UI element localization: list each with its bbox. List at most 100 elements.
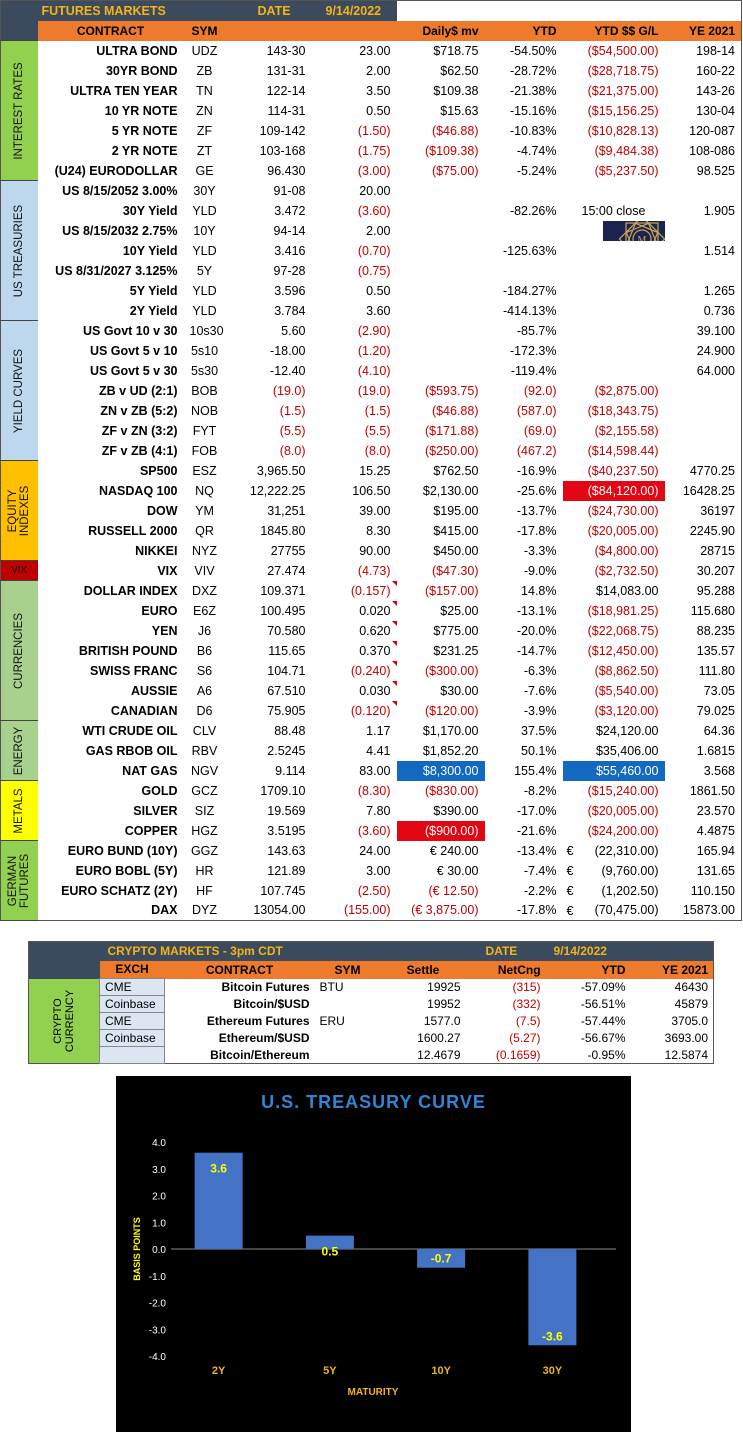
cell-chg: (1.20) [357, 343, 391, 358]
cell-ye [665, 401, 742, 421]
cell-ytdgl: (1,202.50) € [566, 883, 659, 898]
section-label: ENERGY [13, 726, 26, 775]
cell-name: 30YR BOND [105, 63, 178, 78]
cell-sym: 5Y [196, 263, 213, 278]
cell-sym: GGZ [190, 843, 219, 858]
header-ye: YE 2021 [664, 20, 742, 41]
cell-ye: 131.65 [696, 863, 735, 878]
futures-row: ENERGY WTI CRUDE OIL CLV 88.48 1.17 $1,170.00… [0, 720, 742, 781]
cell-ytdgl [563, 341, 665, 361]
cell-daily: $450.00 [433, 543, 479, 558]
cell-ye: 39.100 [696, 323, 735, 338]
crypto-cell-settle: 19952 [427, 997, 461, 1011]
cell-sym: YLD [192, 283, 217, 298]
cell-ytd: 50.1% [521, 743, 557, 758]
cell-daily [397, 221, 485, 241]
cell-ye: 4.4875 [696, 823, 735, 838]
cell-ye: 16428.25 [682, 483, 735, 498]
euro-sign: € [566, 903, 574, 918]
futures-row: US Govt 5 v 30 5s30 -12.40 (4.10) -119.4% 64.… [1, 361, 742, 381]
cell-ytd: (92.0) [523, 383, 557, 398]
cell-chg: 0.030 [312, 680, 397, 701]
cell-ytdgl: ($20,005.00) [587, 523, 659, 538]
cell-ye: 115.680 [690, 603, 735, 618]
futures-row: 5Y Yield YLD 3.596 0.50 -184.27% 1.265 [1, 281, 742, 301]
crypto-date: 9/14/2022 [545, 941, 714, 961]
crypto-cell-contract: Ethereum Futures [206, 1014, 310, 1028]
section-label: YIELD CURVES [13, 348, 26, 433]
cell-ytd: -7.6% [523, 683, 557, 698]
euro-sign: € [566, 843, 574, 858]
cell-chg: (4.73) [357, 563, 391, 578]
cell-ytdgl: ($10,828.13) [587, 123, 659, 138]
crypto-cell-sym: BTU [319, 980, 344, 994]
crypto-header-settle: Settle [380, 960, 466, 979]
cell-price: 9.114 [275, 763, 306, 778]
cell-daily: $1,852.20 [422, 743, 479, 758]
cell-price: (1.5) [279, 403, 306, 418]
crypto-cell-sym [315, 1047, 381, 1064]
cell-ye: 23.570 [696, 803, 735, 818]
header-ytd: YTD [484, 20, 563, 41]
cell-chg: (19.0) [357, 383, 391, 398]
cell-ytd: -4.74% [516, 143, 557, 158]
cell-chg: 106.50 [352, 483, 391, 498]
cell-chg: (1.5) [364, 403, 391, 418]
cell-sym: SIZ [194, 803, 215, 818]
section-ir: INTEREST RATES [0, 40, 38, 181]
cell-price: 70.580 [267, 623, 306, 638]
crypto-table: CRYPTO MARKETS - 3pm CDT DATE 9/14/2022 … [28, 941, 715, 1064]
cell-daily [397, 321, 485, 341]
cell-ye: 160-22 [696, 63, 735, 78]
cell-ytd: -3.3% [523, 543, 557, 558]
cell-price: 97-28 [273, 263, 306, 278]
crypto-cell-exch: CME [99, 1012, 165, 1030]
cell-ytdgl: ($15,240.00) [587, 783, 659, 798]
cell-name: US Govt 10 v 30 [83, 323, 178, 338]
crypto-cell-ytd: -57.09% [580, 980, 626, 994]
cell-daily [397, 341, 485, 361]
cell-chg: (0.240) [312, 660, 397, 681]
cell-price: 19.569 [267, 803, 306, 818]
cell-chg: (3.60) [357, 203, 391, 218]
crypto-header-sym: SYM [314, 960, 381, 979]
futures-row: 10Y Yield YLD 3.416 (0.70) -125.63% 1.514 [1, 241, 742, 261]
cell-ye: 4770.25 [689, 463, 735, 478]
cell-daily: ($109.38) [424, 143, 479, 158]
date-value: 9/14/2022 [311, 0, 397, 21]
data-label: -3.6 [542, 1329, 563, 1343]
cell-name: DOLLAR INDEX [83, 583, 178, 598]
crypto-cell-exch: Coinbase [99, 995, 165, 1013]
cell-sym: ZB [196, 63, 213, 78]
y-tick-label: 0.0 [152, 1245, 166, 1256]
cell-ye: 198-14 [696, 43, 735, 58]
cell-chg: 4.41 [366, 743, 391, 758]
cell-ytd [485, 221, 563, 241]
cell-ytd: -14.7% [516, 643, 557, 658]
cell-sym: FOB [191, 443, 218, 458]
cell-ytdgl [563, 181, 665, 201]
cell-sym: DYZ [192, 903, 217, 918]
cell-chg: 2.00 [366, 223, 391, 238]
cell-chg: (2.50) [357, 883, 391, 898]
crypto-header-ye: YE 2021 [630, 960, 714, 979]
cell-price: 13054.00 [253, 903, 306, 918]
cell-daily: (€ 3,875.00) [411, 903, 479, 918]
cell-ytdgl: ($15,156.25) [587, 103, 659, 118]
cell-sym: CLV [192, 723, 217, 738]
cell-price: 109-142 [259, 123, 306, 138]
header-daily: Daily$ mv [396, 20, 485, 41]
cell-sym: NGV [190, 763, 219, 778]
cell-daily: $718.75 [433, 43, 479, 58]
cell-chg: (8.30) [357, 783, 391, 798]
futures-row: YEN J6 70.580 0.620 $775.00 -20.0% ($22,068.75… [1, 620, 742, 641]
cell-ytdgl: ($21,375.00) [587, 83, 659, 98]
cell-chg: 23.00 [359, 43, 391, 58]
cell-ytd: (587.0) [516, 403, 557, 418]
cell-sym: HR [195, 863, 214, 878]
treasury-curve-chart: U.S. TREASURY CURVE 4.0 3.0 2.0 1.0 0.0 -1.0 -… [116, 1076, 631, 1432]
crypto-cell-sym: ERU [319, 1014, 345, 1028]
cell-ytdgl: ($84,120.00) [562, 480, 665, 501]
cell-price: 3.5195 [267, 823, 306, 838]
cell-ytd: -13.7% [516, 503, 557, 518]
